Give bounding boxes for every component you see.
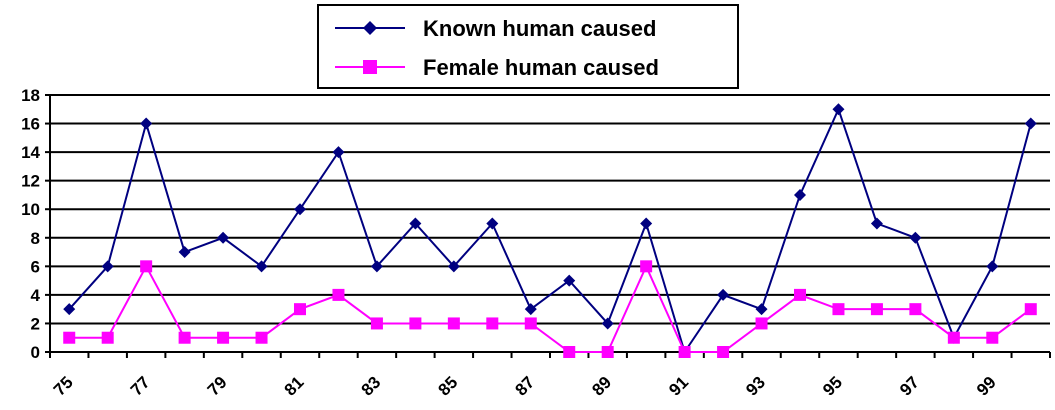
data-point-square — [909, 303, 922, 316]
y-tick-label: 6 — [31, 257, 40, 276]
data-point-diamond — [870, 217, 883, 230]
data-point-square — [1024, 303, 1037, 316]
y-tick-label: 18 — [21, 86, 40, 105]
data-point-diamond — [63, 303, 76, 316]
x-tick-label: 85 — [435, 373, 462, 400]
x-tick-label: 95 — [819, 373, 846, 400]
data-point-square — [563, 346, 576, 358]
x-tick-label: 93 — [742, 373, 769, 400]
data-point-diamond — [601, 317, 614, 330]
gridlines — [50, 94, 1050, 325]
data-point-square — [524, 317, 537, 330]
data-point-square — [947, 331, 960, 344]
data-point-square — [140, 260, 153, 273]
data-point-diamond — [217, 231, 230, 244]
data-point-diamond — [178, 246, 191, 259]
data-point-diamond — [486, 217, 499, 230]
data-point-square — [755, 317, 768, 330]
y-tick-label: 2 — [31, 314, 40, 333]
data-point-square — [255, 331, 268, 344]
y-tick-label: 12 — [21, 172, 40, 191]
x-tick-label: 91 — [665, 373, 692, 400]
legend-marker-square-icon — [363, 60, 377, 74]
data-point-diamond — [563, 274, 576, 287]
data-point-square — [486, 317, 499, 330]
data-point-diamond — [832, 103, 845, 116]
data-point-diamond — [140, 117, 153, 130]
data-point-square — [640, 260, 653, 273]
data-point-square — [294, 303, 306, 316]
series-female-human-caused — [63, 260, 1037, 358]
series-group — [63, 103, 1037, 358]
data-point-square — [217, 331, 230, 344]
y-tick-label: 14 — [21, 143, 40, 162]
data-point-square — [870, 303, 883, 316]
data-point-square — [332, 288, 345, 301]
y-tick-label: 10 — [21, 200, 40, 219]
x-tick-label: 77 — [127, 373, 154, 400]
legend-label-female: Female human caused — [423, 55, 659, 80]
data-point-diamond — [986, 260, 999, 273]
x-tick-label: 99 — [973, 373, 1000, 400]
data-point-diamond — [640, 217, 653, 230]
legend-item-known: Known human caused — [335, 16, 656, 41]
x-tick-label: 89 — [588, 373, 615, 400]
data-point-square — [63, 331, 76, 344]
y-axis-tick-labels: 0 2 4 6 8 10 12 14 16 18 — [21, 86, 40, 362]
data-point-diamond — [255, 260, 268, 273]
data-point-diamond — [755, 303, 768, 316]
data-point-square — [101, 331, 114, 344]
data-point-square — [832, 303, 845, 316]
data-point-diamond — [794, 188, 806, 201]
data-point-square — [447, 317, 460, 330]
legend-label-known: Known human caused — [423, 16, 656, 41]
data-point-diamond — [370, 260, 383, 273]
data-point-square — [717, 346, 730, 358]
data-point-diamond — [447, 260, 460, 273]
legend-marker-diamond-icon — [363, 21, 377, 35]
data-point-square — [601, 346, 614, 358]
y-tick-label: 0 — [31, 343, 40, 362]
x-tick-label: 87 — [511, 373, 538, 400]
x-tick-label: 75 — [50, 373, 77, 400]
y-tick-label: 8 — [31, 229, 40, 248]
legend-box — [317, 4, 739, 89]
series-line — [68, 106, 1032, 355]
data-point-square — [409, 317, 422, 330]
x-tick-label: 81 — [281, 373, 308, 400]
data-point-square — [794, 288, 806, 301]
data-point-diamond — [909, 231, 922, 244]
x-tick-label: 79 — [204, 373, 231, 400]
data-point-diamond — [717, 288, 730, 301]
data-point-diamond — [294, 203, 306, 216]
data-point-square — [678, 346, 691, 358]
x-axis-tick-labels: 75 77 79 81 83 85 87 89 91 93 95 97 99 — [50, 373, 1000, 400]
data-point-square — [986, 331, 999, 344]
x-tick-label: 83 — [358, 373, 385, 400]
x-tick-label: 97 — [896, 373, 923, 400]
data-point-diamond — [1024, 117, 1037, 130]
data-point-square — [370, 317, 383, 330]
data-point-diamond — [101, 260, 114, 273]
data-point-square — [178, 331, 191, 344]
series-line — [69, 263, 1032, 353]
data-point-diamond — [409, 217, 422, 230]
legend-item-female: Female human caused — [335, 55, 659, 80]
axes — [45, 94, 1051, 358]
series-known-human-caused — [63, 103, 1037, 358]
data-point-diamond — [524, 303, 537, 316]
data-point-diamond — [332, 146, 345, 159]
y-tick-label: 4 — [31, 286, 41, 305]
y-tick-label: 16 — [21, 115, 40, 134]
